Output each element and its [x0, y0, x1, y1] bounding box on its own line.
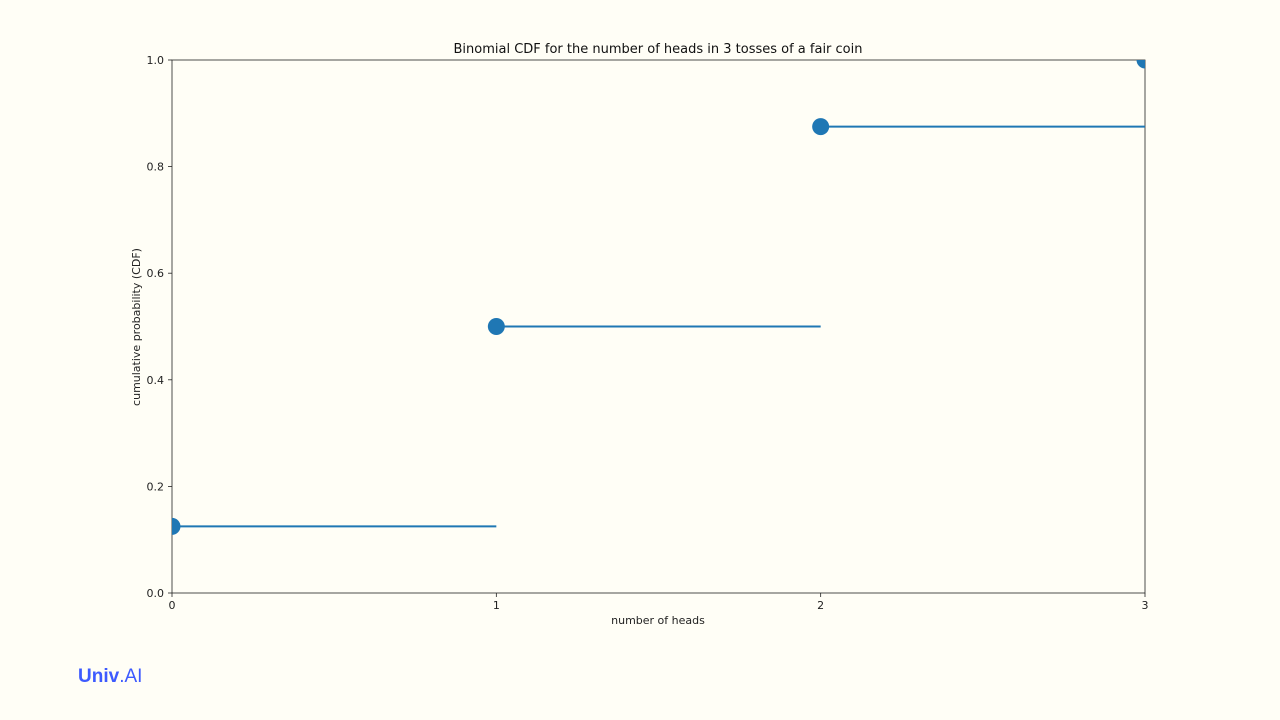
cdf-point — [812, 118, 830, 136]
plot-area: 0.0 0.2 0.4 0.6 0.8 1.0 0 1 2 3 — [147, 54, 1149, 612]
chart-title: Binomial CDF for the number of heads in … — [453, 42, 862, 57]
univ-ai-logo: Univ.AI — [78, 665, 142, 689]
axes-frame — [171, 59, 1146, 594]
cdf-point — [1136, 60, 1145, 69]
x-tick-label: 1 — [493, 599, 500, 612]
x-axis: 0 1 2 3 — [169, 593, 1149, 612]
y-tick-label: 0.4 — [147, 374, 165, 387]
cdf-point — [172, 517, 181, 535]
x-axis-label: number of heads — [611, 614, 705, 627]
y-tick-label: 0.8 — [147, 161, 165, 174]
y-axis: 0.0 0.2 0.4 0.6 0.8 1.0 — [147, 54, 172, 600]
logo-text-ai: .AI — [119, 666, 143, 687]
x-tick-label: 2 — [817, 599, 824, 612]
cdf-point — [487, 318, 505, 335]
y-tick-label: 0.0 — [147, 587, 165, 600]
x-tick-label: 3 — [1142, 599, 1149, 612]
y-axis-label: cumulative probability (CDF) — [130, 248, 143, 406]
logo-text-univ: Univ — [78, 666, 120, 687]
y-tick-label: 0.6 — [147, 267, 165, 280]
cdf-points — [172, 60, 1145, 535]
x-tick-label: 0 — [169, 599, 176, 612]
cdf-segments — [172, 125, 1145, 528]
y-tick-label: 1.0 — [147, 54, 165, 67]
y-tick-label: 0.2 — [147, 480, 165, 493]
